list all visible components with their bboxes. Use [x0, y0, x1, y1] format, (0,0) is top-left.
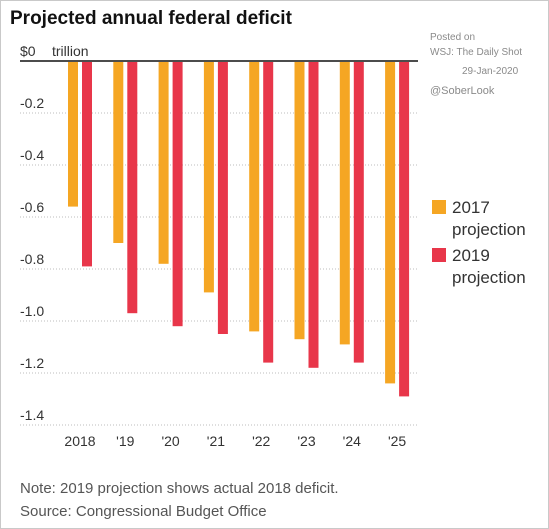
- bar-2019-projection: [172, 62, 183, 327]
- x-tick-label: '24: [343, 433, 361, 449]
- chart-note: Note: 2019 projection shows actual 2018 …: [20, 480, 339, 497]
- bar-2017-projection: [158, 62, 169, 264]
- chart-source: Source: Congressional Budget Office: [20, 503, 267, 520]
- bar-2017-projection: [68, 62, 78, 207]
- y-tick-label: -0.2: [20, 95, 44, 111]
- bar-2019-projection: [353, 62, 364, 363]
- bar-2017-projection: [249, 62, 260, 332]
- author-handle: @SoberLook: [430, 85, 495, 97]
- bar-2019-projection: [308, 62, 319, 368]
- x-tick-label: '19: [116, 433, 134, 449]
- chart-title: Projected annual federal deficit: [10, 8, 293, 29]
- legend-swatch: [432, 200, 446, 214]
- x-tick-label: '25: [388, 433, 406, 449]
- bar-2019-projection: [399, 62, 410, 397]
- y-axis-labels: $0 -0.2 -0.4 -0.6 -0.8 -1.0 -1.2 -1.4: [20, 43, 44, 423]
- legend-label: 2019: [452, 246, 490, 265]
- y-tick-label: -0.4: [20, 147, 44, 163]
- legend-label: 2017: [452, 198, 490, 217]
- bar-2017-projection: [203, 62, 214, 293]
- legend: 2017 projection 2019 projection: [432, 198, 526, 287]
- posted-date: 29-Jan-2020: [462, 66, 519, 77]
- y-tick-label: -1.0: [20, 303, 44, 319]
- bar-2019-projection: [263, 62, 274, 363]
- y-tick-label: -0.6: [20, 199, 44, 215]
- bar-2017-projection: [385, 62, 396, 384]
- x-tick-label: '22: [252, 433, 270, 449]
- y-tick-label: -0.8: [20, 251, 44, 267]
- legend-swatch: [432, 248, 446, 262]
- y-tick-label: $0: [20, 43, 36, 59]
- x-tick-label: '20: [161, 433, 179, 449]
- bar-2017-projection: [294, 62, 305, 340]
- bar-2019-projection: [82, 62, 92, 267]
- y-unit-label: trillion: [52, 43, 89, 59]
- y-tick-label: -1.4: [20, 407, 44, 423]
- x-tick-label: 2018: [64, 433, 95, 449]
- bar-2019-projection: [217, 62, 228, 334]
- x-axis-labels: 2018 '19 '20 '21 '22 '23 '24 '25: [64, 433, 406, 449]
- y-tick-label: -1.2: [20, 355, 44, 371]
- x-tick-label: '23: [297, 433, 315, 449]
- legend-label: projection: [452, 220, 526, 239]
- bar-2019-projection: [127, 62, 138, 314]
- posted-source: WSJ: The Daily Shot: [430, 47, 522, 58]
- x-tick-label: '21: [207, 433, 225, 449]
- posted-on-label: Posted on: [430, 32, 475, 43]
- legend-label: projection: [452, 268, 526, 287]
- bars: [68, 62, 410, 397]
- bar-2017-projection: [113, 62, 124, 243]
- bar-2017-projection: [339, 62, 350, 345]
